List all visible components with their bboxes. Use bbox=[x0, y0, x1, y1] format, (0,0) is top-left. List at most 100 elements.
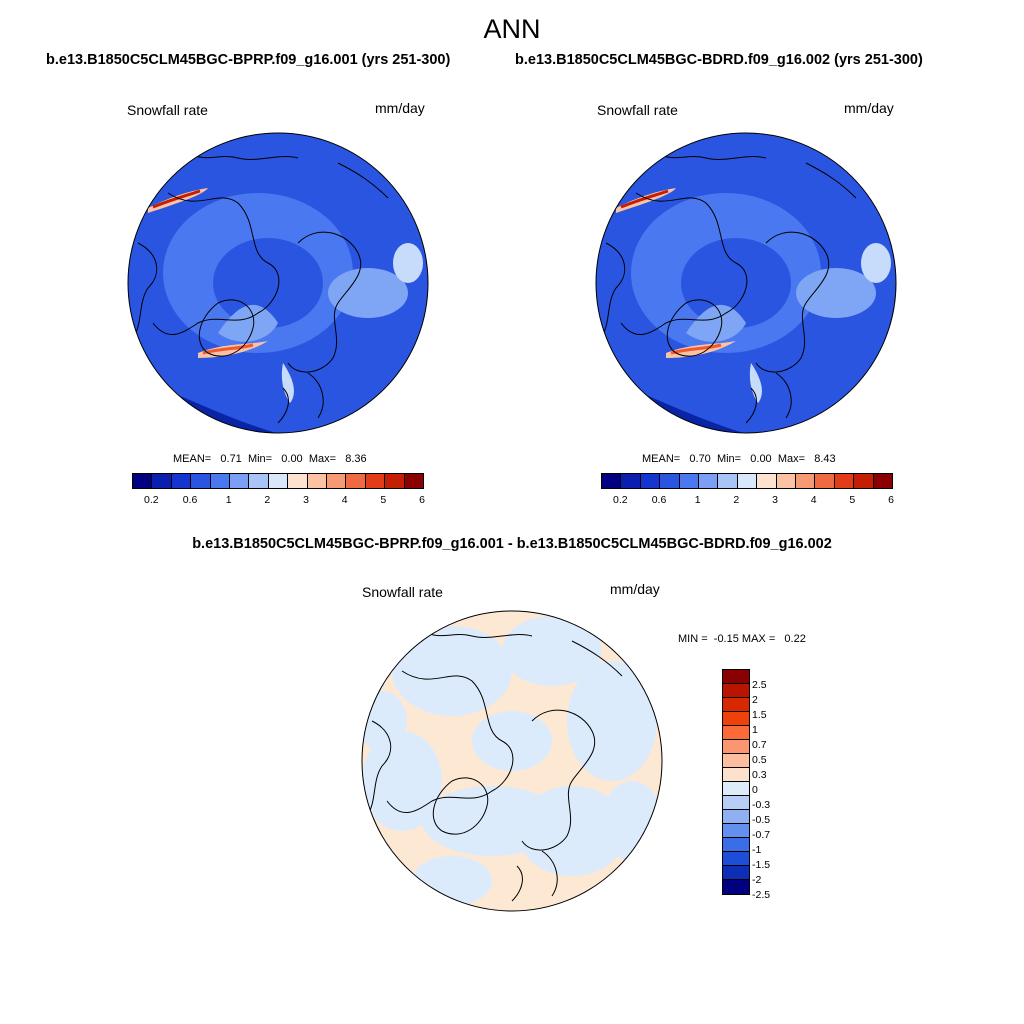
colorbar-swatch bbox=[640, 474, 661, 488]
colorbar-tick-label: -0.5 bbox=[752, 814, 771, 826]
colorbar-swatch bbox=[723, 824, 749, 838]
case2-variable-label: Snowfall rate bbox=[597, 102, 678, 118]
field-region bbox=[281, 363, 294, 403]
colorbar-tick-label: 2 bbox=[264, 494, 271, 506]
case1-colorbar bbox=[132, 473, 424, 489]
colorbar-swatch bbox=[723, 712, 749, 726]
diff-max-label: MAX = bbox=[741, 633, 776, 645]
case1-max-value: 8.36 bbox=[345, 453, 367, 465]
field-region bbox=[749, 363, 762, 403]
case1-mean-label: MEAN= bbox=[173, 453, 212, 465]
colorbar-swatch bbox=[385, 474, 405, 488]
colorbar-swatch bbox=[133, 474, 153, 488]
coastline bbox=[432, 777, 489, 835]
case2-stats: MEAN= 0.70 Min= 0.00 Max= 8.43 bbox=[642, 453, 836, 465]
case2-header: b.e13.B1850C5CLM45BGC-BDRD.f09_g16.002 (… bbox=[515, 52, 923, 68]
diff-region bbox=[567, 661, 657, 781]
coastline bbox=[745, 372, 792, 424]
colorbar-swatch bbox=[699, 474, 719, 488]
colorbar-swatch bbox=[834, 474, 855, 488]
case2-mean-value: 0.70 bbox=[689, 453, 711, 465]
coastline bbox=[511, 850, 558, 902]
diff-stats: MIN = -0.15 MAX = 0.22 bbox=[678, 633, 806, 645]
coastline bbox=[655, 152, 767, 160]
field-region bbox=[328, 268, 408, 318]
case2-min-label: Min= bbox=[716, 453, 742, 465]
case2-max-value: 8.43 bbox=[814, 453, 836, 465]
field-peak bbox=[620, 189, 669, 209]
colorbar-swatch bbox=[723, 796, 749, 810]
colorbar-tick-label: -1.5 bbox=[752, 859, 771, 871]
colorbar-swatch bbox=[307, 474, 328, 488]
colorbar-swatch bbox=[737, 474, 758, 488]
colorbar-swatch bbox=[171, 474, 192, 488]
colorbar-swatch bbox=[854, 474, 874, 488]
diff-region bbox=[392, 626, 512, 716]
coastline bbox=[521, 709, 596, 851]
colorbar-tick-label: 3 bbox=[303, 494, 309, 506]
case2-units-label: mm/day bbox=[844, 100, 894, 116]
diff-variable-label: Snowfall rate bbox=[362, 584, 443, 600]
colorbar-tick-label: 0.6 bbox=[651, 494, 667, 506]
diff-min-label: MIN = bbox=[678, 633, 708, 645]
coastline bbox=[132, 242, 158, 339]
case1-variable-label: Snowfall rate bbox=[127, 102, 208, 118]
colorbar-swatch bbox=[346, 474, 366, 488]
colorbar-swatch bbox=[757, 474, 777, 488]
colorbar-tick-label: 0.6 bbox=[182, 494, 198, 506]
field-region bbox=[681, 238, 791, 328]
colorbar-tick-label: -0.3 bbox=[752, 799, 771, 811]
case1-colorbar-labels: 0.2 0.6 1 2 3 4 5 6 bbox=[132, 494, 425, 508]
colorbar-tick-label: 5 bbox=[380, 494, 387, 506]
field-region bbox=[218, 304, 278, 342]
colorbar-swatch bbox=[327, 474, 347, 488]
field-region bbox=[861, 243, 891, 283]
colorbar-swatch bbox=[873, 474, 893, 488]
field-region bbox=[686, 304, 746, 342]
case1-min-label: Min= bbox=[247, 453, 273, 465]
case1-units-label: mm/day bbox=[375, 100, 425, 116]
coastline bbox=[600, 242, 626, 339]
case1-stats: MEAN= 0.71 Min= 0.00 Max= 8.36 bbox=[173, 453, 367, 465]
colorbar-tick-label: 0.2 bbox=[144, 494, 159, 506]
diff-map-border bbox=[361, 610, 663, 912]
colorbar-tick-label: -2 bbox=[752, 874, 762, 886]
case1-map-border bbox=[127, 132, 429, 434]
case2-max-label: Max= bbox=[777, 453, 806, 465]
diff-units-label: mm/day bbox=[610, 581, 660, 597]
case2-min-value: 0.00 bbox=[750, 453, 772, 465]
colorbar-tick-label: -2.5 bbox=[752, 889, 771, 901]
diff-max-value: 0.22 bbox=[784, 633, 806, 645]
colorbar-swatch bbox=[776, 474, 797, 488]
coastline bbox=[152, 192, 280, 335]
case2-colorbar-labels: 0.2 0.6 1 2 3 4 5 6 bbox=[601, 494, 894, 508]
colorbar-swatch bbox=[210, 474, 231, 488]
coastline bbox=[277, 372, 324, 424]
plot-title: ANN bbox=[483, 14, 541, 44]
diff-region bbox=[362, 691, 407, 751]
colorbar-swatch bbox=[230, 474, 250, 488]
colorbar-tick-label: 1 bbox=[225, 494, 232, 506]
case1-max-label: Max= bbox=[308, 453, 337, 465]
diff-polar-map bbox=[362, 611, 662, 911]
colorbar-swatch bbox=[679, 474, 700, 488]
case1-min-value: 0.00 bbox=[281, 453, 303, 465]
colorbar-tick-label: 0.2 bbox=[613, 494, 628, 506]
colorbar-tick-label: 0 bbox=[752, 784, 758, 796]
colorbar-swatch bbox=[723, 852, 749, 866]
colorbar-tick-label: 2 bbox=[752, 694, 758, 706]
colorbar-tick-label: 1.5 bbox=[752, 709, 767, 721]
field-region bbox=[393, 243, 423, 283]
colorbar-tick-label: 0.3 bbox=[752, 769, 767, 781]
colorbar-swatch bbox=[249, 474, 269, 488]
colorbar-swatch bbox=[191, 474, 211, 488]
coastline bbox=[666, 299, 723, 357]
field-region bbox=[213, 238, 323, 328]
colorbar-swatch bbox=[723, 698, 749, 712]
colorbar-swatch bbox=[288, 474, 308, 488]
diff-header: b.e13.B1850C5CLM45BGC-BPRP.f09_g16.001 -… bbox=[192, 536, 832, 552]
field-peak bbox=[152, 189, 201, 209]
colorbar-tick-label: 0.5 bbox=[752, 754, 767, 766]
diff-region bbox=[472, 711, 552, 771]
coastline bbox=[366, 720, 392, 817]
